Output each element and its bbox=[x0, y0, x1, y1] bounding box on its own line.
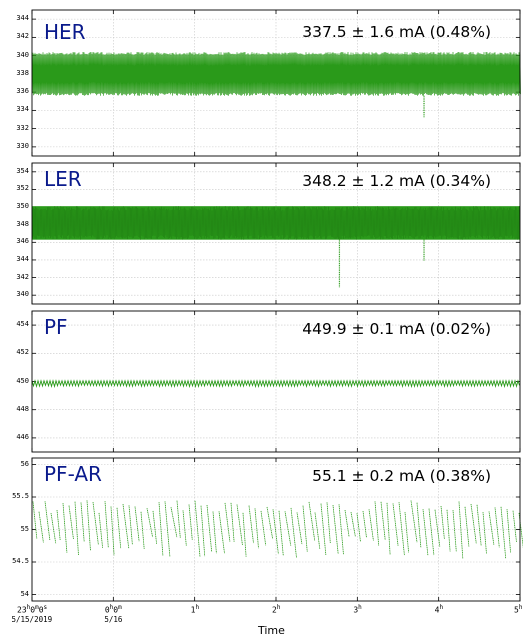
series-line-pfar bbox=[32, 500, 523, 559]
x-axis-label: Time bbox=[258, 624, 285, 637]
y-tick-label: 348 bbox=[16, 219, 29, 228]
y-tick-label: 454 bbox=[16, 320, 29, 329]
annotation-pfar: 55.1 ± 0.2 mA (0.38%) bbox=[312, 467, 491, 485]
y-tick-label: 450 bbox=[16, 376, 29, 385]
y-tick-label: 55 bbox=[20, 524, 29, 533]
series-line-her bbox=[31, 51, 521, 96]
y-tick-label: 342 bbox=[16, 272, 29, 281]
y-tick-label: 330 bbox=[16, 141, 29, 150]
y-tick-label: 54.5 bbox=[12, 557, 29, 565]
x-tick-label: 4h bbox=[434, 604, 444, 615]
y-tick-label: 446 bbox=[16, 432, 29, 441]
y-tick-label: 344 bbox=[16, 254, 29, 263]
series-line-pf bbox=[31, 379, 520, 389]
annotation-pf: 449.9 ± 0.1 mA (0.02%) bbox=[302, 320, 491, 338]
panel-title-pfar: PF-AR bbox=[44, 462, 102, 486]
y-tick-label: 334 bbox=[16, 105, 29, 114]
x-tick-label: 0h0m bbox=[104, 604, 122, 615]
y-tick-label: 346 bbox=[16, 237, 29, 246]
x-date-label: 5/16 bbox=[104, 615, 123, 624]
y-tick-label: 54 bbox=[20, 589, 29, 598]
y-tick-label: 332 bbox=[16, 123, 29, 132]
y-tick-label: 354 bbox=[16, 166, 29, 175]
x-tick-label: 23h0m0s bbox=[17, 604, 48, 615]
annotation-ler: 348.2 ± 1.2 mA (0.34%) bbox=[302, 172, 491, 190]
y-tick-label: 350 bbox=[16, 202, 29, 211]
y-tick-label: 336 bbox=[16, 87, 29, 96]
x-tick-label: 2h bbox=[272, 604, 281, 615]
panel-title-her: HER bbox=[44, 20, 86, 44]
panel-title-pf: PF bbox=[44, 315, 68, 339]
y-tick-label: 448 bbox=[16, 404, 29, 413]
y-tick-label: 344 bbox=[16, 14, 29, 23]
y-tick-label: 342 bbox=[16, 32, 29, 41]
x-tick-label: 3h bbox=[353, 604, 362, 615]
y-tick-label: 55.5 bbox=[12, 492, 29, 500]
x-date-label: 5/15/2019 bbox=[11, 615, 53, 624]
y-tick-label: 340 bbox=[16, 290, 29, 299]
y-tick-label: 452 bbox=[16, 348, 29, 357]
y-tick-label: 352 bbox=[16, 184, 29, 193]
x-tick-label: 5h bbox=[514, 604, 523, 615]
x-tick-label: 1h bbox=[190, 604, 200, 615]
series-line-ler bbox=[31, 206, 521, 240]
panel-title-ler: LER bbox=[44, 167, 82, 191]
annotation-her: 337.5 ± 1.6 mA (0.48%) bbox=[302, 23, 491, 41]
y-tick-label: 340 bbox=[16, 50, 29, 59]
y-tick-label: 56 bbox=[20, 459, 29, 468]
y-tick-label: 338 bbox=[16, 68, 29, 77]
